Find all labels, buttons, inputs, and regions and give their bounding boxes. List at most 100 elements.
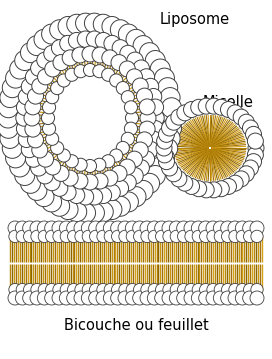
Circle shape [84, 13, 104, 33]
Circle shape [145, 51, 165, 70]
Circle shape [9, 284, 21, 296]
Circle shape [138, 69, 154, 85]
Circle shape [93, 65, 106, 78]
Circle shape [8, 221, 22, 235]
Circle shape [45, 221, 59, 235]
Circle shape [243, 284, 256, 296]
Circle shape [166, 114, 182, 130]
Circle shape [134, 284, 146, 296]
Circle shape [192, 284, 205, 296]
Circle shape [16, 284, 29, 296]
Circle shape [62, 170, 78, 186]
Circle shape [110, 196, 130, 216]
Circle shape [148, 230, 160, 243]
Circle shape [75, 230, 87, 243]
Circle shape [166, 166, 182, 182]
Circle shape [68, 32, 85, 49]
Circle shape [38, 151, 54, 167]
Circle shape [16, 121, 33, 137]
Circle shape [124, 101, 138, 114]
Circle shape [118, 192, 138, 212]
Circle shape [77, 31, 94, 47]
Circle shape [110, 20, 130, 40]
Circle shape [191, 291, 205, 305]
Circle shape [125, 111, 138, 125]
Circle shape [118, 24, 138, 44]
Circle shape [162, 221, 176, 235]
Circle shape [112, 284, 124, 296]
Circle shape [51, 81, 64, 95]
Circle shape [89, 284, 102, 296]
Circle shape [243, 221, 257, 235]
Circle shape [23, 284, 36, 296]
Circle shape [58, 200, 78, 220]
Circle shape [126, 284, 138, 296]
Circle shape [119, 61, 135, 77]
Circle shape [141, 284, 153, 296]
Circle shape [185, 230, 197, 243]
Circle shape [150, 59, 170, 79]
Circle shape [45, 284, 58, 296]
Circle shape [27, 88, 44, 104]
Circle shape [45, 230, 58, 243]
Circle shape [42, 192, 61, 212]
Circle shape [138, 151, 154, 167]
Circle shape [235, 221, 249, 235]
Circle shape [52, 221, 66, 235]
Circle shape [42, 122, 55, 135]
Circle shape [76, 13, 95, 33]
Circle shape [81, 291, 95, 305]
Circle shape [157, 133, 173, 149]
Circle shape [246, 126, 261, 143]
Circle shape [31, 230, 43, 243]
Circle shape [97, 284, 109, 296]
Circle shape [102, 200, 122, 220]
Circle shape [38, 284, 51, 296]
Circle shape [20, 43, 41, 63]
Circle shape [119, 284, 131, 296]
Circle shape [46, 90, 59, 104]
Circle shape [37, 221, 51, 235]
Circle shape [118, 291, 132, 305]
Circle shape [30, 221, 44, 235]
Circle shape [169, 221, 183, 235]
Circle shape [132, 142, 148, 158]
Circle shape [32, 78, 48, 94]
Circle shape [60, 184, 76, 201]
Circle shape [120, 45, 136, 62]
Circle shape [139, 99, 155, 115]
Circle shape [199, 230, 212, 243]
Circle shape [137, 88, 153, 104]
Circle shape [207, 284, 219, 296]
Circle shape [243, 230, 256, 243]
Circle shape [38, 230, 51, 243]
Circle shape [192, 230, 205, 243]
Circle shape [160, 88, 180, 108]
Circle shape [250, 221, 264, 235]
Circle shape [25, 121, 41, 137]
Circle shape [147, 291, 161, 305]
Circle shape [16, 110, 32, 126]
Circle shape [160, 129, 180, 148]
Circle shape [25, 69, 42, 85]
Circle shape [156, 284, 168, 296]
Circle shape [102, 17, 122, 37]
Circle shape [84, 64, 97, 76]
Circle shape [177, 221, 191, 235]
Circle shape [184, 221, 198, 235]
Circle shape [119, 230, 131, 243]
Circle shape [111, 291, 125, 305]
Circle shape [199, 291, 213, 305]
Circle shape [170, 284, 183, 296]
Circle shape [103, 221, 117, 235]
Text: Bicouche ou feuillet: Bicouche ou feuillet [64, 318, 208, 333]
Circle shape [62, 50, 78, 66]
Circle shape [51, 180, 68, 196]
Circle shape [229, 230, 241, 243]
Circle shape [184, 291, 198, 305]
Circle shape [84, 159, 97, 173]
Circle shape [18, 131, 35, 148]
Circle shape [221, 284, 234, 296]
Circle shape [199, 284, 212, 296]
Circle shape [93, 14, 113, 34]
